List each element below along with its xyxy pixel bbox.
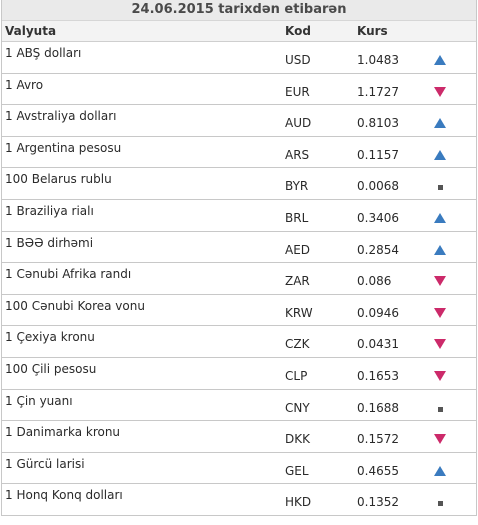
trend-indicator	[434, 370, 446, 381]
table-row: 1 Braziliya rialı BRL 0.3406	[2, 199, 476, 232]
arrow-down-icon	[434, 276, 446, 287]
arrow-down-icon	[434, 434, 446, 445]
table-header: Valyuta Kod Kurs	[2, 21, 476, 42]
currency-name: 1 Avstraliya dolları	[5, 109, 117, 124]
currency-name: 1 Çexiya kronu	[5, 330, 95, 345]
header-currency: Valyuta	[5, 24, 57, 38]
unchanged-icon	[438, 406, 443, 412]
trend-indicator	[434, 55, 446, 65]
header-code: Kod	[285, 24, 311, 38]
currency-code: AUD	[285, 116, 312, 131]
currency-code: USD	[285, 53, 311, 67]
trend-indicator	[434, 403, 446, 413]
arrow-up-icon	[434, 55, 446, 65]
currency-rate: 0.0946	[357, 305, 399, 320]
trend-indicator	[434, 212, 446, 223]
currency-name: 1 Çin yuanı	[5, 393, 73, 408]
currency-name: 100 Çili pesosu	[5, 361, 97, 376]
currency-code: ARS	[285, 147, 310, 162]
arrow-up-icon	[434, 118, 446, 129]
currency-rate: 0.1572	[357, 432, 399, 447]
exchange-rate-table: 24.06.2015 tarixdən etibarən Valyuta Kod…	[1, 0, 477, 516]
arrow-up-icon	[434, 465, 446, 476]
currency-rate: 0.2854	[357, 242, 399, 257]
table-row: 1 Cənubi Afrika randı ZAR 0.086	[2, 263, 476, 295]
currency-rate: 1.1727	[357, 84, 399, 99]
currency-rate: 0.8103	[357, 116, 399, 131]
arrow-down-icon	[434, 339, 446, 350]
currency-name: 1 ABŞ dolları	[5, 46, 82, 60]
currency-code: AED	[285, 242, 311, 257]
table-row: 1 Avro EUR 1.1727	[2, 73, 476, 106]
currency-name: 1 Honq Konq dolları	[5, 488, 123, 503]
trend-indicator	[434, 86, 446, 97]
arrow-up-icon	[434, 244, 446, 255]
arrow-down-icon	[434, 86, 446, 97]
table-row: 1 Avstraliya dolları AUD 0.8103	[2, 105, 476, 137]
currency-code: EUR	[285, 84, 310, 99]
currency-rate: 0.1157	[357, 147, 399, 162]
table-body: 1 ABŞ dolları USD 1.0483 1 Avro EUR 1.1727 1 A…	[2, 42, 476, 516]
trend-indicator	[434, 339, 446, 350]
trend-indicator	[434, 149, 446, 160]
currency-name: 1 BƏƏ dirhəmi	[5, 235, 94, 250]
header-rate: Kurs	[357, 24, 388, 38]
currency-name: 100 Cənubi Korea vonu	[5, 298, 145, 313]
currency-name: 1 Gürcü larisi	[5, 456, 85, 471]
currency-rate: 0.4655	[357, 463, 399, 478]
currency-rate: 0.0068	[357, 179, 399, 194]
table-row: 1 Çexiya kronu CZK 0.0431	[2, 326, 476, 358]
unchanged-icon	[438, 501, 443, 507]
table-row: 1 Danimarka kronu DKK 0.1572	[2, 421, 476, 453]
arrow-down-icon	[434, 370, 446, 381]
table-row: 100 Cənubi Korea vonu KRW 0.0946	[2, 295, 476, 327]
currency-code: ZAR	[285, 274, 310, 289]
currency-name: 1 Avro	[5, 77, 44, 92]
table-row: 1 ABŞ dolları USD 1.0483	[2, 42, 476, 74]
trend-indicator	[434, 181, 446, 191]
trend-indicator	[434, 307, 446, 318]
currency-name: 100 Belarus rublu	[5, 172, 112, 187]
arrow-up-icon	[434, 212, 446, 223]
currency-name: 1 Argentina pesosu	[5, 140, 122, 155]
currency-rate: 0.3406	[357, 210, 399, 225]
currency-code: HKD	[285, 495, 312, 510]
currency-code: CZK	[285, 337, 310, 352]
table-row: 1 Argentina pesosu ARS 0.1157	[2, 136, 476, 169]
arrow-down-icon	[434, 307, 446, 318]
trend-indicator	[434, 276, 446, 287]
table-row: 1 Gürcü larisi GEL 0.4655	[2, 452, 476, 485]
currency-code: CLP	[285, 368, 308, 383]
currency-name: 1 Braziliya rialı	[5, 203, 94, 218]
currency-rate: 0.086	[357, 274, 392, 289]
currency-rate: 0.1352	[357, 495, 399, 510]
currency-rate: 0.1688	[357, 400, 399, 415]
currency-code: BYR	[285, 179, 309, 194]
table-row: 1 BƏƏ dirhəmi AED 0.2854	[2, 232, 476, 264]
trend-indicator	[434, 244, 446, 255]
currency-rate: 0.0431	[357, 337, 399, 352]
currency-code: KRW	[285, 305, 313, 320]
table-row: 1 Honq Konq dolları HKD 0.1352	[2, 484, 476, 516]
table-row: 100 Çili pesosu CLP 0.1653	[2, 358, 476, 390]
unchanged-icon	[438, 185, 443, 191]
trend-indicator	[434, 465, 446, 476]
currency-name: 1 Danimarka kronu	[5, 425, 121, 440]
currency-rate: 1.0483	[357, 53, 399, 67]
currency-code: DKK	[285, 432, 310, 447]
currency-code: BRL	[285, 210, 309, 225]
currency-code: GEL	[285, 463, 309, 478]
table-row: 1 Çin yuanı CNY 0.1688	[2, 389, 476, 422]
table-row: 100 Belarus rublu BYR 0.0068	[2, 168, 476, 200]
trend-indicator	[434, 434, 446, 445]
currency-name: 1 Cənubi Afrika randı	[5, 267, 132, 282]
trend-indicator	[434, 118, 446, 129]
table-title: 24.06.2015 tarixdən etibarən	[2, 0, 476, 21]
arrow-up-icon	[434, 149, 446, 160]
currency-code: CNY	[285, 400, 310, 415]
trend-indicator	[434, 497, 446, 507]
currency-rate: 0.1653	[357, 368, 399, 383]
